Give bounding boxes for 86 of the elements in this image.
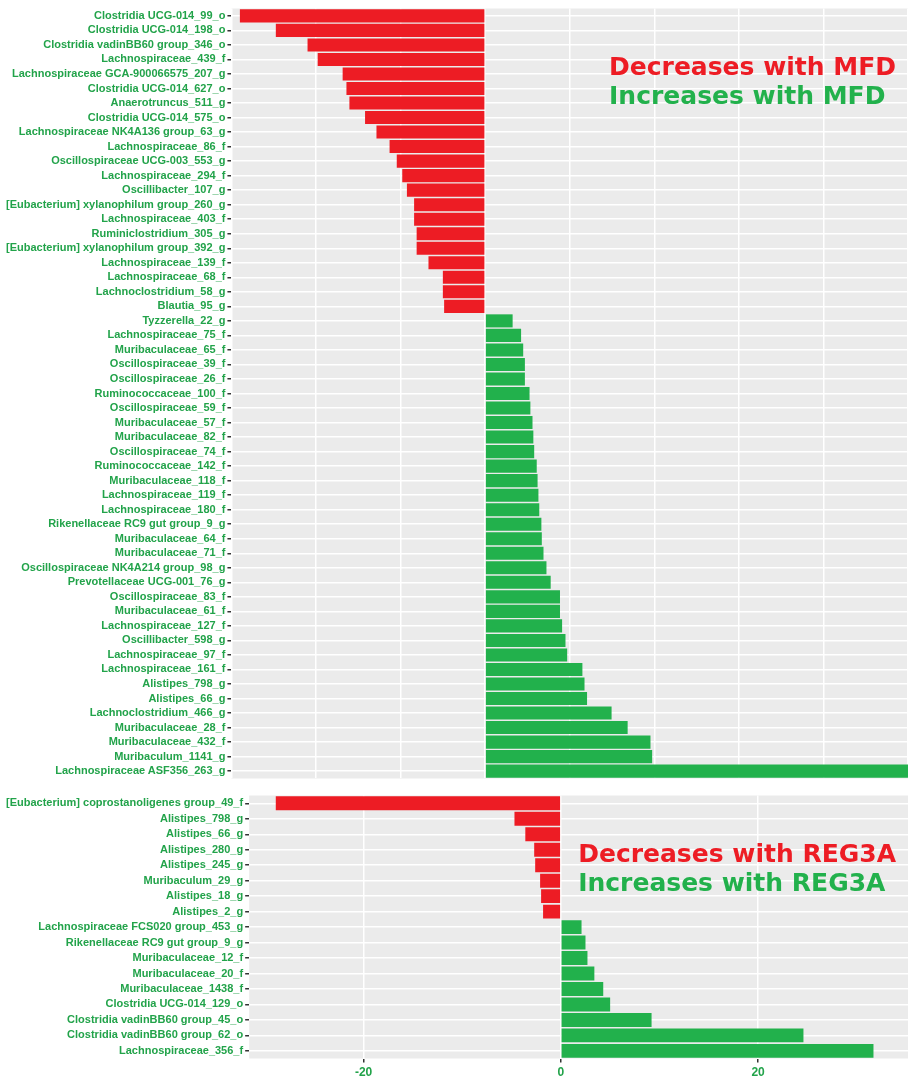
y-tick-label: Clostridia UCG-014_198_o [87, 23, 226, 36]
y-tick-label: Muribaculaceae_12_f [132, 951, 244, 964]
y-tick-label: Alistipes_280_g [160, 842, 244, 855]
y-tick-label: [Eubacterium] xylanophilum group_392_g [5, 241, 226, 254]
bar [444, 299, 485, 313]
y-tick-label: Lachnospiraceae_86_f [107, 139, 226, 152]
y-tick-label: Oscillospiraceae_74_f [109, 444, 226, 457]
y-tick-label: Lachnospiraceae_139_f [101, 255, 226, 268]
bar [275, 796, 561, 811]
y-tick-label: Prevotellaceae UCG-001_76_g [67, 575, 226, 588]
y-tick-label: Lachnospiraceae GCA-900066575_207_g [12, 66, 226, 79]
y-tick-label: Ruminococcaceae_142_f [94, 459, 226, 472]
bar [239, 9, 485, 23]
y-tick-label: Lachnoclostridium_466_g [89, 706, 226, 719]
y-tick-label: Lachnospiraceae_180_f [101, 502, 226, 515]
y-tick-label: Muribaculaceae_1438_f [120, 982, 244, 995]
y-tick-label: Clostridia UCG-014_129_o [105, 997, 244, 1010]
y-tick-label: Alistipes_798_g [142, 677, 226, 690]
y-tick-label: Blautia_95_g [157, 299, 226, 312]
y-tick-label: Ruminococcaceae_100_f [94, 386, 226, 399]
y-tick-label: Clostridia UCG-014_627_o [87, 81, 226, 94]
y-tick-label: Lachnospiraceae_119_f [101, 488, 226, 501]
y-tick-label: Rikenellaceae RC9 gut group_9_g [65, 935, 244, 948]
bar [485, 764, 908, 778]
y-tick-label: Muribaculaceae_57_f [114, 415, 226, 428]
text: Increases with MFD [609, 81, 887, 110]
y-tick-label: Muribaculaceae_20_f [132, 966, 244, 979]
y-tick-label: Clostridia vadinBB60 group_62_o [67, 1028, 244, 1041]
y-tick-label: Muribaculaceae_432_f [108, 735, 226, 748]
series-label: Decreases with REG3A [578, 839, 896, 868]
y-tick-label: Muribaculaceae_65_f [114, 342, 226, 355]
y-tick-label: Oscillospiraceae NK4A214 group_98_g [21, 560, 226, 573]
y-tick-label: Lachnoclostridium_58_g [95, 284, 226, 297]
y-tick-label: Lachnospiraceae ASF356_263_g [55, 764, 226, 777]
bar [543, 904, 561, 919]
y-tick-label: Oscillospiraceae UCG-003_553_g [51, 154, 226, 167]
y-tick-label: Lachnospiraceae_97_f [107, 647, 226, 660]
y-tick-label: Oscillospiraceae_83_f [109, 589, 226, 602]
y-tick-label: Lachnospiraceae_161_f [101, 662, 226, 675]
y-tick-label: Tyzzerella_22_g [142, 313, 226, 326]
y-tick-label: Muribaculaceae_28_f [114, 720, 226, 733]
y-tick-label: Muribaculum_1141_g [114, 749, 226, 762]
y-tick-label: Alistipes_245_g [160, 858, 244, 871]
y-tick-label: Alistipes_66_g [166, 827, 244, 840]
y-tick-label: Muribaculum_29_g [143, 873, 244, 886]
y-tick-label: Alistipes_18_g [166, 889, 244, 902]
bar [561, 920, 582, 935]
y-tick-label: Clostridia vadinBB60 group_45_o [67, 1012, 244, 1025]
y-tick-label: Lachnospiraceae_403_f [101, 212, 226, 225]
y-tick-label: Alistipes_66_g [148, 691, 226, 704]
x-tick-label: 0 [557, 1065, 565, 1080]
y-tick-label: Lachnospiraceae_127_f [101, 618, 226, 631]
y-tick-label: Alistipes_798_g [160, 811, 244, 824]
y-tick-label: Anaerotruncus_511_g [110, 96, 226, 109]
y-tick-label: Rikenellaceae RC9 gut group_9_g [48, 517, 226, 530]
x-tick-label: -20 [354, 1065, 373, 1080]
y-tick-label: Clostridia UCG-014_99_o [93, 8, 226, 21]
y-tick-label: Lachnospiraceae_439_f [101, 52, 226, 65]
bar [561, 1043, 874, 1058]
y-tick-label: Oscillospiraceae_39_f [109, 357, 226, 370]
y-tick-label: Oscillibacter_107_g [122, 183, 226, 196]
y-tick-label: Lachnospiraceae NK4A136 group_63_g [18, 125, 226, 138]
y-tick-label: Alistipes_2_g [172, 904, 244, 917]
y-tick-label: Clostridia vadinBB60 group_346_o [43, 37, 226, 50]
y-tick-label: Muribaculaceae_61_f [114, 604, 226, 617]
bar [561, 966, 595, 981]
y-tick-label: Lachnospiraceae FCS020 group_453_g [38, 920, 244, 933]
y-tick-label: Oscillibacter_598_g [122, 633, 226, 646]
y-tick-label: Muribaculaceae_71_f [114, 546, 226, 559]
y-tick-label: Muribaculaceae_118_f [109, 473, 226, 486]
y-tick-label: Clostridia UCG-014_575_o [87, 110, 226, 123]
y-tick-label: Oscillospiraceae_59_f [109, 401, 226, 414]
y-tick-label: Oscillospiraceae_26_f [109, 372, 226, 385]
y-tick-label: [Eubacterium] xylanophilum group_260_g [5, 197, 226, 210]
y-tick-label: [Eubacterium] coprostanoligenes group_49_f [6, 796, 244, 809]
y-tick-label: Lachnospiraceae_356_f [119, 1043, 244, 1056]
x-tick-label: 20 [751, 1065, 766, 1080]
text: Decreases with MFD [609, 52, 896, 81]
y-tick-label: Muribaculaceae_64_f [114, 531, 226, 544]
y-tick-label: Muribaculaceae_82_f [114, 430, 226, 443]
y-tick-label: Ruminiclostridium_305_g [91, 226, 226, 239]
y-tick-label: Lachnospiraceae_68_f [107, 270, 226, 283]
y-tick-label: Lachnospiraceae_75_f [107, 328, 226, 341]
y-tick-label: Lachnospiraceae_294_f [101, 168, 226, 181]
series-label: Increases with REG3A [578, 868, 887, 897]
bar [485, 314, 513, 328]
